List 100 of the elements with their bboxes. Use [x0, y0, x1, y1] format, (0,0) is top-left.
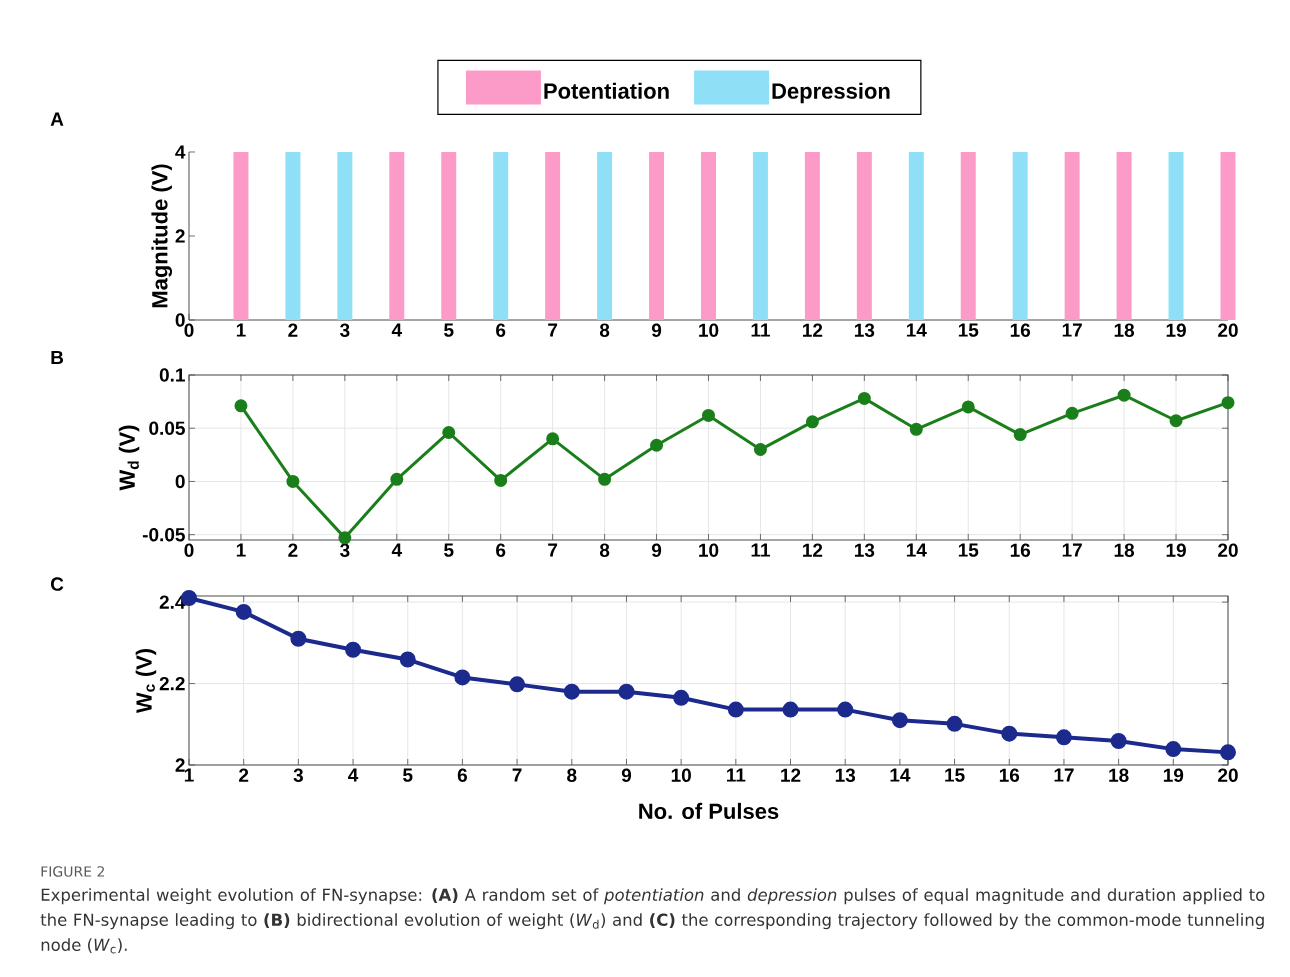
- y-axis-title: W$_{c}$ (V): [135, 648, 157, 714]
- x-tick-label: 19: [1166, 323, 1186, 337]
- point: [650, 438, 664, 452]
- x-tick-label: 8: [599, 543, 610, 557]
- y-tick-label: 0.05: [149, 421, 185, 435]
- point: [805, 415, 819, 429]
- point: [1065, 406, 1079, 420]
- point: [857, 391, 871, 405]
- x-tick-label: 12: [803, 323, 823, 337]
- x-tick-label: 6: [457, 768, 468, 782]
- point: [234, 399, 248, 413]
- point: [494, 473, 508, 487]
- point: [701, 408, 715, 422]
- x-tick-label: 20: [1218, 543, 1238, 557]
- point: [454, 669, 471, 686]
- x-tick-label: 17: [1062, 543, 1082, 557]
- y-tick-label: 2: [175, 758, 185, 772]
- x-tick-label: 16: [999, 768, 1020, 782]
- x-tick-label: 14: [906, 323, 927, 337]
- x-tick-label: 2: [288, 323, 298, 337]
- point: [1219, 744, 1236, 761]
- x-tick-label: 16: [1010, 323, 1031, 337]
- x-tick-label: 15: [958, 323, 979, 337]
- point: [891, 712, 908, 729]
- point: [1013, 428, 1027, 442]
- x-tick-label: 5: [444, 323, 454, 337]
- x-tick-label: 5: [403, 768, 413, 782]
- chart-title: A: [50, 112, 64, 126]
- x-tick-label: 12: [803, 543, 823, 557]
- x-tick-label: 5: [444, 543, 454, 557]
- x-tick-label: 20: [1218, 768, 1238, 782]
- x-tick-label: 4: [348, 768, 359, 782]
- y-tick-label: 0: [175, 474, 185, 489]
- y-tick-label: 4: [175, 145, 186, 159]
- legend-label: Potentiation: [544, 82, 669, 99]
- x-tick-label: 17: [1054, 768, 1074, 782]
- x-tick-label: 6: [496, 543, 506, 557]
- x-tick-label: 3: [340, 543, 350, 558]
- point: [1110, 732, 1127, 749]
- x-tick-label: 15: [958, 543, 979, 557]
- x-tick-label: 9: [651, 543, 662, 557]
- x-tick-label: 4: [391, 543, 402, 557]
- point: [390, 472, 404, 486]
- point: [782, 701, 799, 718]
- x-tick-label: 7: [548, 543, 558, 557]
- x-tick-label: 9: [621, 768, 632, 782]
- point: [290, 630, 307, 647]
- point: [946, 715, 963, 732]
- x-tick-label: 11: [726, 768, 746, 782]
- point: [1001, 725, 1018, 742]
- point: [509, 676, 526, 693]
- point: [1055, 729, 1072, 746]
- x-tick-label: 20: [1218, 323, 1238, 337]
- point: [753, 443, 767, 457]
- x-tick-label: 1: [236, 323, 246, 337]
- x-tick-label: 2: [288, 543, 298, 557]
- chart-title: C: [50, 577, 64, 591]
- x-tick-label: 10: [699, 543, 719, 557]
- x-tick-label: 3: [340, 323, 350, 338]
- x-tick-label: 18: [1114, 323, 1135, 337]
- x-tick-label: 13: [854, 323, 875, 338]
- x-tick-label: 9: [651, 323, 662, 337]
- x-tick-label: 12: [781, 768, 801, 782]
- x-tick-label: 3: [293, 768, 303, 783]
- point: [1221, 396, 1235, 410]
- point: [598, 472, 612, 486]
- point: [618, 683, 635, 700]
- x-tick-label: 13: [854, 543, 875, 558]
- x-tick-label: 14: [906, 543, 927, 557]
- y-tick-label: 2.2: [159, 676, 185, 691]
- x-tick-label: 19: [1163, 768, 1184, 782]
- x-tick-label: 10: [671, 768, 691, 782]
- x-tick-label: 4: [391, 323, 402, 337]
- x-tick-label: 11: [751, 543, 770, 557]
- point: [235, 603, 252, 620]
- point: [1165, 741, 1182, 758]
- x-tick-label: 17: [1062, 323, 1082, 337]
- caption: FIGURE 2: [41, 866, 105, 877]
- y-tick-label: -0.05: [142, 527, 185, 542]
- y-axis-title: W$_{d}$ (V): [118, 425, 140, 491]
- point: [727, 701, 744, 718]
- point: [909, 422, 923, 436]
- text: Experimental weight evolution of FN-synapse: (A) A random set of potentiation and depression pulses of equal magnitude and duration applied to the FN-synapse leading to (B) bidirectional evolution of weight (W$_{d}$) and (C) the corresponding trajectory followed by the common-mode tunneling node (W$_{c}$).: [40, 888, 1265, 954]
- point: [563, 683, 580, 700]
- y-tick-label: 2: [175, 229, 185, 243]
- legend-label: Depression: [772, 82, 890, 104]
- x-tick-label: 7: [548, 323, 558, 337]
- x-tick-label: 16: [1010, 543, 1031, 557]
- x-tick-label: 13: [835, 768, 856, 783]
- point: [837, 701, 854, 718]
- x-tick-label: 7: [512, 768, 522, 782]
- y-tick-label: 0: [175, 313, 185, 327]
- point: [1117, 388, 1131, 402]
- x-tick-label: 1: [184, 768, 194, 782]
- point: [673, 689, 690, 706]
- x-tick-label: 8: [599, 323, 610, 337]
- chart-title: B: [51, 350, 64, 364]
- y-axis-title: Magnitude (V): [151, 164, 173, 308]
- x-tick-label: 1: [236, 543, 246, 557]
- x-tick-label: 18: [1109, 768, 1129, 782]
